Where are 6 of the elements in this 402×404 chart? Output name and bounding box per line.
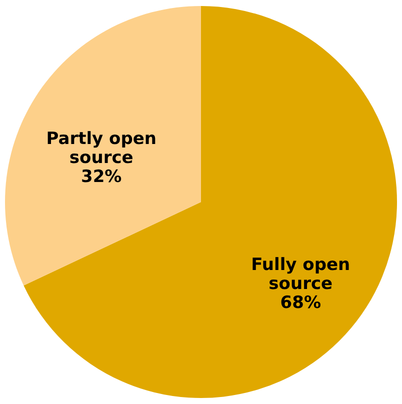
data-label: 68% <box>280 293 321 314</box>
slice-label: Partly open source <box>46 128 157 168</box>
data-label: 32% <box>81 166 122 187</box>
pie-slice <box>24 6 397 398</box>
slice-label: Fully open source <box>251 255 350 294</box>
pie-slice <box>5 6 201 286</box>
